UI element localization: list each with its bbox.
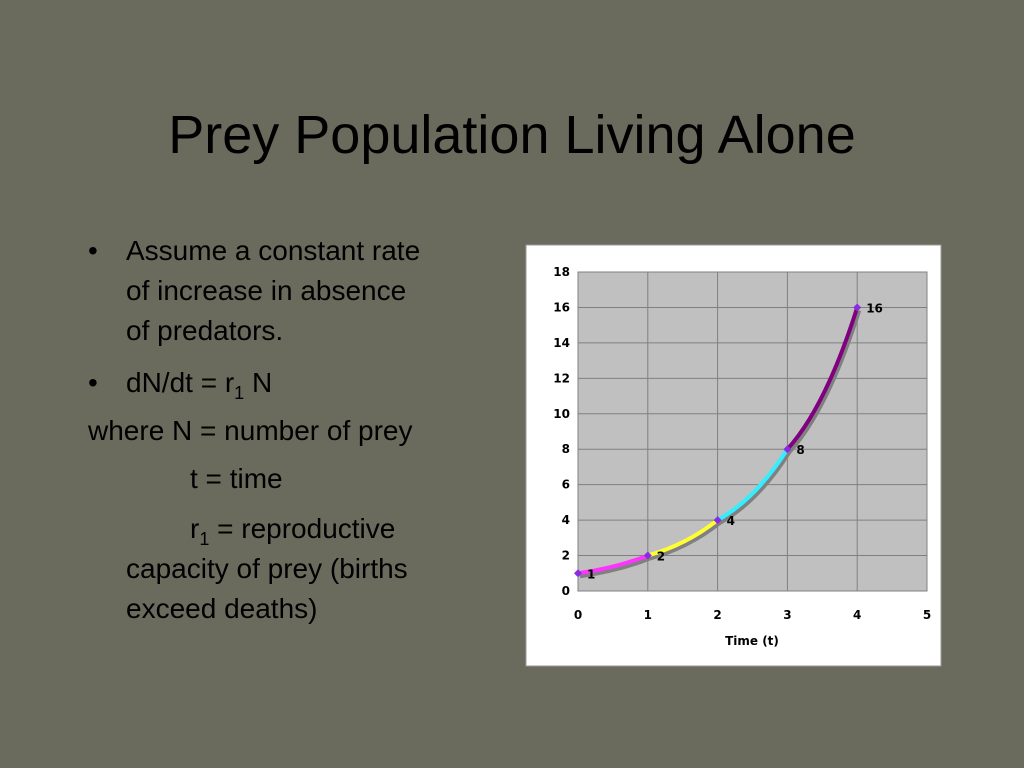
y-tick-label: 8 [562,442,570,456]
marker [574,569,582,578]
line-segment [647,518,719,558]
x-tick-label: 5 [923,608,931,622]
body: • Assume a constant rate of increase in … [87,235,420,624]
y-tick-label: 0 [562,584,570,598]
x-tick-label: 2 [713,608,721,622]
line-shadow [787,309,862,454]
line-segment [785,306,860,451]
marker [643,551,652,560]
body-line: capacity of prey (births [126,553,408,584]
x-tick-label: 0 [574,608,582,622]
data-label: 2 [657,550,665,564]
bullet: • [88,235,98,266]
y-tick-label: 6 [562,478,570,492]
body-line: where N = number of prey [87,415,413,446]
body-line: of increase in absence [126,275,406,306]
text: = reproductive [209,513,395,544]
x-tick-label: 1 [644,608,652,622]
body-line: exceed deaths) [126,593,317,624]
slide-title: Prey Population Living Alone [168,105,855,165]
bullet: • [88,367,98,398]
line-segment [716,448,790,522]
line-shadow [579,556,651,579]
body-line: t = time [190,463,283,494]
data-label: 4 [727,514,735,528]
subscript: 1 [199,529,209,549]
data-label: 16 [866,301,883,315]
text: N [244,367,272,398]
y-tick-label: 16 [553,300,570,314]
subscript: 1 [234,383,244,403]
y-tick-label: 10 [553,407,570,421]
line-shadow [718,451,792,525]
y-tick-label: 14 [553,336,570,350]
y-tick-label: 18 [553,265,570,279]
marker [783,445,792,454]
body-line: Assume a constant rate [126,235,420,266]
text: r [190,513,199,544]
text: dN/dt = r [126,367,234,398]
x-tick-label: 3 [783,608,791,622]
body-line: of predators. [126,315,283,346]
marker [713,516,722,525]
line-segment [577,553,649,576]
x-axis-label: Time (t) [725,634,779,648]
body-line: r1 = reproductive [190,513,395,549]
line-shadow [649,521,721,561]
x-tick-label: 4 [853,608,861,622]
plot-area [577,271,928,592]
y-tick-label: 2 [562,549,570,563]
y-tick-label: 12 [553,371,570,385]
y-tick-label: 4 [562,513,570,527]
body-line: dN/dt = r1 N [126,367,272,403]
data-label: 1 [587,567,595,581]
marker [853,303,862,312]
data-label: 8 [796,443,804,457]
